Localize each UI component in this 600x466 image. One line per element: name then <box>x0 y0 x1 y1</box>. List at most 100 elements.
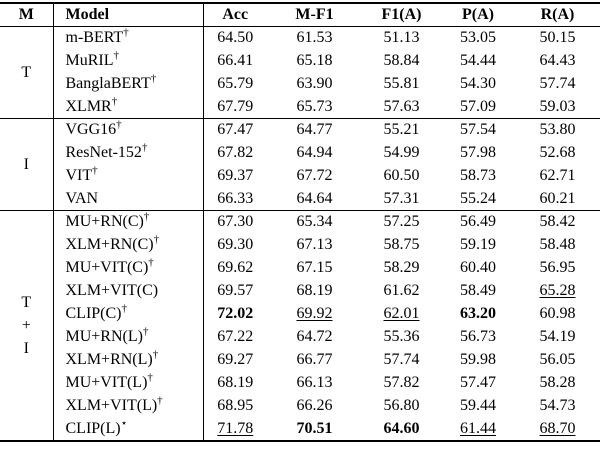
metric-cell: 66.41 <box>217 52 254 69</box>
table-row: BanglaBERT† 65.79 63.90 55.81 54.30 57.74 <box>0 72 600 96</box>
metric-cell: 55.81 <box>383 75 420 92</box>
metric-cell: 60.50 <box>383 167 420 184</box>
metric-cell: 53.80 <box>539 121 576 139</box>
metric-cell: 65.79 <box>217 75 254 92</box>
metric-cell: 61.44 <box>460 419 496 437</box>
table-row: MU+VIT(L)† 68.19 66.13 57.82 57.47 58.28 <box>0 371 600 395</box>
metric-cell: 60.40 <box>460 259 496 276</box>
modality-line: T <box>21 64 32 81</box>
header-acc: Acc <box>222 6 249 23</box>
model-cell: XLM+VIT(L)† <box>53 394 204 418</box>
metric-cell: 63.90 <box>296 75 333 92</box>
modality-line: I <box>23 339 29 357</box>
metric-cell: 66.13 <box>296 374 333 391</box>
modality-line: + <box>21 316 31 334</box>
metric-cell: 57.74 <box>539 75 576 92</box>
metric-cell: 59.19 <box>460 236 496 253</box>
table-row: MuRIL† 66.41 65.18 58.84 54.44 64.43 <box>0 49 600 73</box>
metric-cell: 52.68 <box>539 144 576 161</box>
header-p-a: P(A) <box>462 6 494 23</box>
metric-cell: 56.49 <box>460 213 496 231</box>
metric-cell: 65.34 <box>296 213 333 231</box>
metric-cell: 50.15 <box>539 29 576 47</box>
table-row: CLIP(L)⋆ 71.78 70.51 64.60 61.44 68.70 <box>0 417 600 441</box>
metric-cell: 61.62 <box>383 282 420 299</box>
table-row: MU+RN(L)† 67.22 64.72 55.36 56.73 54.19 <box>0 325 600 349</box>
model-superscript: † <box>111 95 118 108</box>
table-row: XLM+RN(C)† 69.30 67.13 58.75 59.19 58.48 <box>0 233 600 257</box>
metric-cell: 58.42 <box>539 213 576 231</box>
metric-cell: 58.84 <box>383 52 420 69</box>
metric-cell: 55.24 <box>460 189 496 207</box>
metric-cell: 60.21 <box>539 189 576 207</box>
metric-cell: 68.19 <box>217 374 254 391</box>
metric-cell: 51.13 <box>383 29 420 47</box>
table-row: XLM+VIT(L)† 68.95 66.26 56.80 59.44 54.73 <box>0 394 600 418</box>
model-cell: VIT† <box>53 164 204 188</box>
metric-cell: 53.05 <box>460 29 496 47</box>
model-superscript: † <box>123 26 129 39</box>
model-cell: MU+RN(L)† <box>53 325 204 349</box>
metric-cell: 69.30 <box>217 236 254 253</box>
table-row: ResNet-152† 67.82 64.94 54.99 57.98 52.68 <box>0 141 600 165</box>
metric-cell: 67.47 <box>217 121 254 139</box>
metric-cell: 59.44 <box>460 397 496 414</box>
model-cell: CLIP(C)† <box>53 302 204 326</box>
metric-cell: 69.62 <box>217 259 254 276</box>
modality-line: I <box>23 156 29 173</box>
metric-cell: 70.51 <box>296 419 333 437</box>
metric-cell: 67.30 <box>217 213 254 231</box>
metric-cell: 71.78 <box>217 419 254 437</box>
metric-cell: 64.50 <box>217 29 254 47</box>
modality-cell: T <box>0 26 54 119</box>
model-superscript: ⋆ <box>120 417 128 430</box>
model-cell: XLM+RN(L)† <box>53 348 204 372</box>
metric-cell: 57.74 <box>383 351 420 368</box>
metric-cell: 58.28 <box>539 374 576 391</box>
metric-cell: 57.31 <box>383 189 420 207</box>
metric-cell: 64.77 <box>296 121 333 139</box>
table-row: VAN 66.33 64.64 57.31 55.24 60.21 <box>0 187 600 211</box>
metric-cell: 62.71 <box>539 167 576 184</box>
metric-cell: 66.77 <box>296 351 333 368</box>
model-cell: VGG16† <box>53 118 204 142</box>
table-header: M Model Acc M-F1 F1(A) P(A) R(A) <box>0 3 600 27</box>
metric-cell: 64.72 <box>296 328 333 345</box>
metric-cell: 67.22 <box>217 328 254 345</box>
table-row: XLMR† 67.79 65.73 57.63 57.09 59.03 <box>0 95 600 119</box>
model-cell: MU+VIT(L)† <box>53 371 204 395</box>
metric-cell: 57.98 <box>460 144 496 161</box>
metric-cell: 54.30 <box>460 75 496 92</box>
metric-cell: 58.75 <box>383 236 420 253</box>
metric-cell: 58.29 <box>383 259 420 276</box>
metric-cell: 54.19 <box>539 328 576 345</box>
metric-cell: 57.09 <box>460 97 496 115</box>
model-superscript: † <box>121 302 128 315</box>
metric-cell: 65.28 <box>539 282 576 299</box>
header-row: M Model Acc M-F1 F1(A) P(A) R(A) <box>0 3 600 27</box>
metric-cell: 65.18 <box>296 52 333 69</box>
metric-cell: 69.92 <box>296 305 333 322</box>
model-cell: m-BERT† <box>53 26 204 50</box>
table-row: I VGG16† 67.47 64.77 55.21 57.54 53.80 <box>0 118 600 211</box>
metric-cell: 62.01 <box>383 305 420 322</box>
table-row: CLIP(C)† 72.02 69.92 62.01 63.20 60.98 <box>0 302 600 326</box>
metric-cell: 54.99 <box>383 144 420 161</box>
metric-cell: 58.49 <box>460 282 496 299</box>
modality-cell: I <box>0 118 54 211</box>
header-macro-f1: M-F1 <box>295 6 334 23</box>
metric-cell: 57.54 <box>460 121 496 139</box>
metric-cell: 68.70 <box>539 419 576 437</box>
model-superscript: † <box>157 394 163 407</box>
modality-cell: T + I <box>0 210 54 441</box>
model-cell: XLM+VIT(C) <box>53 279 204 303</box>
metric-cell: 58.73 <box>460 167 496 184</box>
model-cell: MuRIL† <box>53 49 204 73</box>
metric-cell: 67.79 <box>217 97 254 115</box>
model-superscript: † <box>150 72 157 85</box>
metric-cell: 56.80 <box>383 397 420 414</box>
metric-cell: 57.82 <box>383 374 420 391</box>
metric-cell: 59.98 <box>460 351 496 368</box>
